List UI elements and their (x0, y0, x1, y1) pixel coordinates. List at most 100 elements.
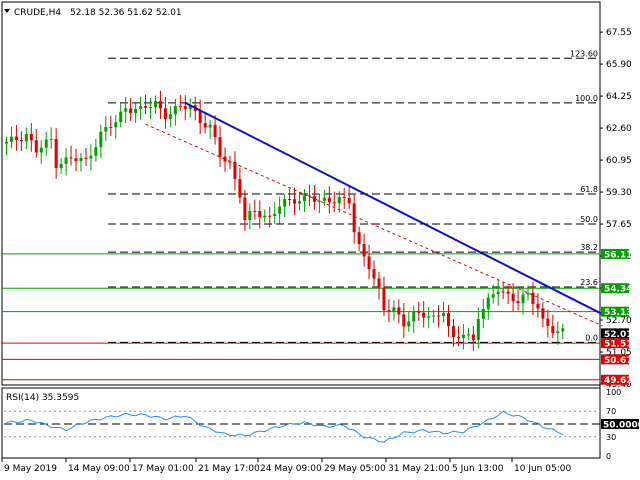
candle (516, 289, 520, 311)
candle-body (461, 334, 465, 338)
candle-body (521, 294, 525, 304)
candle (208, 119, 212, 140)
candle (283, 194, 287, 218)
candle (238, 167, 242, 204)
candle (134, 103, 138, 123)
candle (307, 184, 311, 206)
candle (293, 187, 297, 216)
candle (69, 145, 73, 166)
candle (387, 299, 391, 323)
candle (258, 200, 262, 229)
candle-body (337, 197, 341, 204)
candle-body (104, 126, 108, 132)
candle (124, 96, 128, 124)
rsi-tick-label: 70 (606, 407, 616, 416)
price-tag-box (601, 374, 629, 385)
candle-body (422, 312, 426, 318)
candle (14, 125, 18, 151)
candle-body (551, 326, 555, 334)
candle (402, 303, 406, 338)
fib-level-label: 50.0 (580, 215, 598, 224)
candle-body (99, 131, 103, 148)
candle (342, 187, 346, 209)
descending-trendline (184, 101, 603, 316)
candle-body (407, 321, 411, 327)
candle-body (124, 108, 128, 112)
price-tag-label: 49.62 (604, 376, 632, 386)
candle (163, 96, 167, 129)
candle-body (496, 291, 500, 295)
candle (382, 276, 386, 317)
candle-body (198, 111, 202, 124)
candle-body (387, 310, 391, 312)
candle (288, 189, 292, 206)
candle-body (69, 157, 73, 159)
candle-body (114, 122, 118, 128)
candle-body (144, 106, 148, 108)
candle (89, 144, 93, 171)
candle-body (561, 328, 565, 332)
price-tick-label: 62.60 (606, 124, 632, 134)
candle-body (158, 101, 162, 109)
channel-line (145, 123, 603, 327)
candle-body (129, 108, 133, 114)
candle-body (367, 256, 371, 270)
candle (551, 314, 555, 339)
candle-body (293, 199, 297, 204)
fib-level-label: 0.0 (585, 333, 598, 342)
candle-body (59, 163, 63, 169)
candle-body (213, 124, 217, 138)
candle-body (119, 111, 123, 123)
candle-body (402, 314, 406, 327)
candle (422, 301, 426, 328)
price-tag-label: 50.67 (604, 356, 632, 366)
candle (332, 191, 336, 213)
candle (243, 189, 247, 232)
candle (437, 305, 441, 328)
price-tick-label: 52.70 (606, 316, 632, 326)
candle (248, 203, 252, 230)
candle (173, 98, 177, 126)
candle-body (268, 215, 272, 217)
candle-body (238, 179, 242, 198)
price-tag-box (601, 306, 629, 317)
candle (188, 98, 192, 118)
candle (109, 115, 113, 136)
candle (501, 282, 505, 299)
candle-body (501, 291, 505, 293)
horizontal-levels-layer (2, 253, 600, 381)
ohlc-readout: 52.18 52.36 51.62 52.01 (70, 8, 182, 18)
price-tick-label: 59.30 (606, 188, 632, 198)
candle-body (412, 311, 416, 322)
candle-body (183, 106, 187, 110)
candle-body (377, 278, 381, 288)
candle-body (173, 106, 177, 115)
candle-body (511, 293, 515, 302)
candle-body (327, 197, 331, 203)
candle-body (149, 107, 153, 109)
symbol-label[interactable]: CRUDE,H4 (14, 8, 61, 18)
candle-body (451, 326, 455, 338)
candle-body (427, 316, 431, 318)
candle (104, 115, 108, 141)
time-tick-label: 10 Jun 05:00 (514, 464, 571, 474)
candle-body (273, 213, 277, 217)
candle (466, 327, 470, 341)
symbol-dropdown-icon[interactable] (4, 9, 10, 13)
candle (74, 148, 78, 172)
candle-body (89, 155, 93, 159)
candle-body (248, 210, 252, 221)
candle (129, 98, 133, 122)
candle-body (481, 308, 485, 319)
candles-layer (4, 90, 565, 352)
candle (496, 279, 500, 306)
candle (94, 138, 98, 162)
candle (298, 192, 302, 211)
candle (213, 115, 217, 145)
candle-body (362, 244, 366, 257)
candle-body (347, 197, 351, 204)
candle-body (288, 199, 292, 201)
candle (491, 284, 495, 304)
candle (456, 325, 460, 346)
